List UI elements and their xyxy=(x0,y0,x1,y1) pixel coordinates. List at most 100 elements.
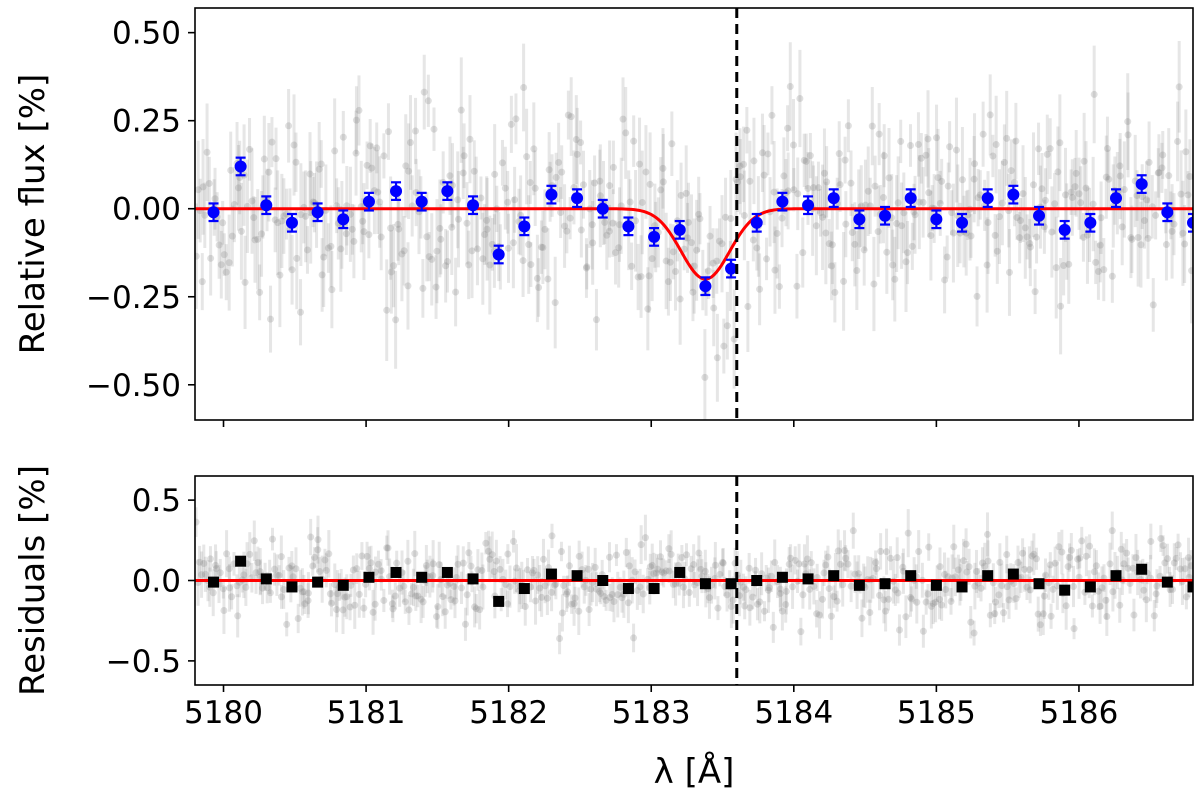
unbinned-point xyxy=(419,598,427,606)
y-tick-label: 0.50 xyxy=(112,16,181,52)
unbinned-point xyxy=(263,584,271,592)
unbinned-point xyxy=(1127,234,1135,242)
unbinned-point xyxy=(1182,593,1190,601)
unbinned-point xyxy=(950,543,958,551)
unbinned-point xyxy=(911,211,919,219)
unbinned-point xyxy=(384,544,392,552)
unbinned-point xyxy=(883,248,891,256)
unbinned-point xyxy=(872,565,880,573)
unbinned-point xyxy=(693,246,701,254)
unbinned-point xyxy=(915,548,923,556)
unbinned-point xyxy=(778,607,786,615)
unbinned-point xyxy=(395,225,403,233)
unbinned-point xyxy=(285,122,293,130)
unbinned-point xyxy=(1096,241,1104,249)
unbinned-point xyxy=(406,138,414,146)
unbinned-point xyxy=(506,583,514,591)
binned-point xyxy=(853,213,866,226)
unbinned-point xyxy=(412,127,420,135)
unbinned-point xyxy=(1177,190,1185,198)
unbinned-point xyxy=(428,255,436,263)
unbinned-point xyxy=(470,167,478,175)
unbinned-point xyxy=(212,561,220,569)
y-tick-label: 0.25 xyxy=(112,104,181,140)
unbinned-point xyxy=(561,222,569,230)
unbinned-point xyxy=(430,125,438,133)
unbinned-point xyxy=(316,568,324,576)
unbinned-point xyxy=(583,263,591,271)
unbinned-point xyxy=(1120,186,1128,194)
unbinned-point xyxy=(425,253,433,261)
unbinned-point xyxy=(296,584,304,592)
unbinned-point xyxy=(790,186,798,194)
unbinned-point xyxy=(1138,193,1146,201)
unbinned-point xyxy=(504,600,512,608)
unbinned-point xyxy=(311,553,319,561)
unbinned-point xyxy=(337,245,345,253)
unbinned-point xyxy=(1089,200,1097,208)
plot-area xyxy=(195,8,1193,420)
unbinned-point xyxy=(819,595,827,603)
unbinned-point xyxy=(763,255,771,263)
unbinned-point xyxy=(684,234,692,242)
top-panel: 0.50 0.25 0.00 −0.25 −0.50 Relative flux [%] xyxy=(13,7,1194,427)
y-tick-label: −0.25 xyxy=(86,280,181,316)
unbinned-point xyxy=(740,160,748,168)
unbinned-point xyxy=(1043,150,1051,158)
unbinned-point xyxy=(753,600,761,608)
unbinned-point xyxy=(782,600,790,608)
unbinned-point xyxy=(685,589,693,597)
unbinned-point xyxy=(541,225,549,233)
unbinned-point xyxy=(948,209,956,217)
unbinned-point xyxy=(274,219,282,227)
unbinned-point xyxy=(787,554,795,562)
unbinned-point xyxy=(596,177,604,185)
binned-point xyxy=(827,192,840,205)
unbinned-point xyxy=(234,184,242,192)
unbinned-point xyxy=(398,250,406,258)
unbinned-point xyxy=(565,562,573,570)
unbinned-point xyxy=(954,566,962,574)
unbinned-point xyxy=(908,242,916,250)
unbinned-point xyxy=(612,249,620,257)
unbinned-point xyxy=(272,155,280,163)
unbinned-point xyxy=(740,211,748,219)
unbinned-point xyxy=(198,571,206,579)
unbinned-point xyxy=(1150,612,1158,620)
unbinned-point xyxy=(457,584,465,592)
unbinned-point xyxy=(782,587,790,595)
unbinned-point xyxy=(1064,563,1072,571)
unbinned-point xyxy=(1019,549,1027,557)
unbinned-point xyxy=(938,601,946,609)
unbinned-point xyxy=(566,214,574,222)
unbinned-point xyxy=(868,122,876,130)
unbinned-point xyxy=(1026,243,1034,251)
unbinned-point xyxy=(941,276,949,284)
unbinned-point xyxy=(602,596,610,604)
unbinned-point xyxy=(872,559,880,567)
binned-point xyxy=(207,206,220,219)
unbinned-point xyxy=(237,227,245,235)
unbinned-point xyxy=(603,231,611,239)
unbinned-point xyxy=(678,553,686,561)
unbinned-point xyxy=(377,233,385,241)
unbinned-point xyxy=(734,178,742,186)
unbinned-point xyxy=(211,195,219,203)
unbinned-point xyxy=(486,555,494,563)
unbinned-point xyxy=(885,174,893,182)
unbinned-point xyxy=(1116,162,1124,170)
unbinned-point xyxy=(894,589,902,597)
unbinned-point xyxy=(842,554,850,562)
unbinned-point xyxy=(899,563,907,571)
unbinned-point xyxy=(855,570,863,578)
residual-point xyxy=(982,570,994,582)
unbinned-point xyxy=(641,534,649,542)
unbinned-point xyxy=(965,563,973,571)
unbinned-point xyxy=(289,573,297,581)
unbinned-point xyxy=(1035,145,1043,153)
unbinned-point xyxy=(817,209,825,217)
unbinned-point xyxy=(720,342,728,350)
unbinned-point xyxy=(947,597,955,605)
unbinned-point xyxy=(537,243,545,251)
unbinned-point xyxy=(637,541,645,549)
